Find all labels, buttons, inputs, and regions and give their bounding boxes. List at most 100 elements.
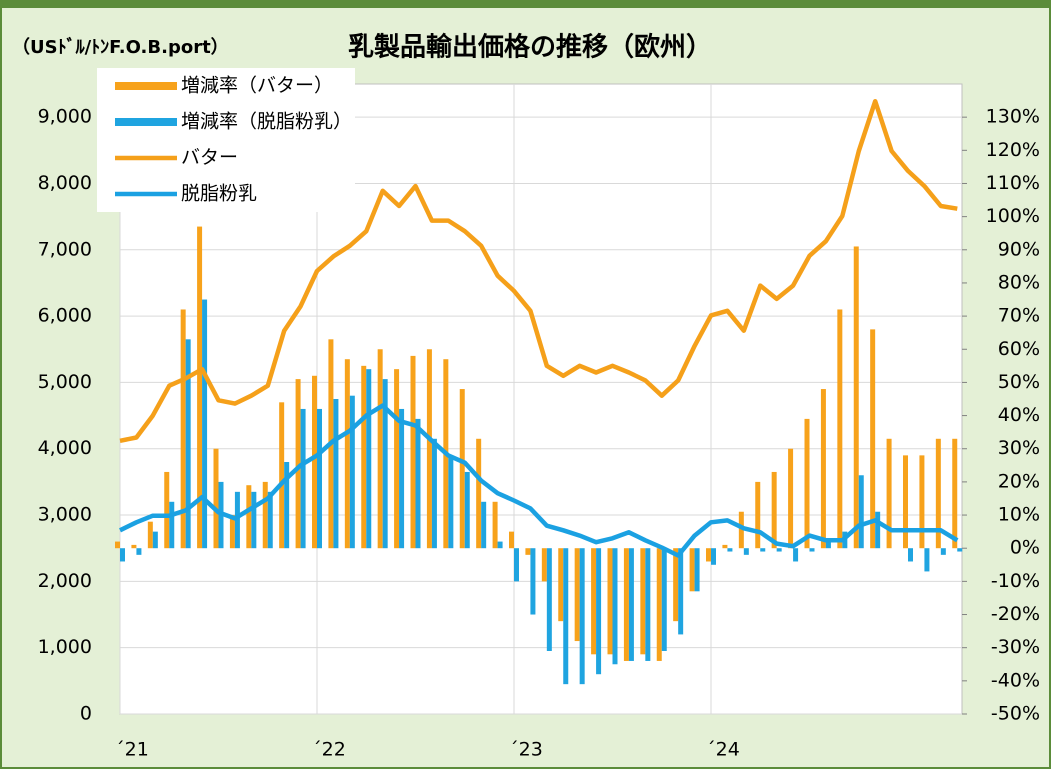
y2-tick-label: 120%	[986, 139, 1040, 161]
bar	[464, 471, 470, 549]
bar	[229, 515, 235, 549]
bar	[706, 548, 711, 562]
bar	[628, 548, 634, 661]
y2-tick-label: 40%	[998, 404, 1040, 426]
bar	[825, 541, 831, 549]
legend-label: 脱脂粉乳	[181, 183, 257, 205]
bar	[591, 548, 597, 655]
bar	[711, 548, 716, 565]
bar	[426, 349, 432, 549]
bar	[771, 471, 777, 549]
bar	[804, 418, 810, 549]
bar	[853, 246, 859, 549]
bar	[492, 501, 498, 549]
y-tick-label: 0	[80, 703, 92, 725]
y2-tick-label: 110%	[986, 172, 1040, 194]
bar	[120, 548, 125, 562]
bar	[246, 485, 252, 549]
y-tick-label: 4,000	[38, 437, 92, 459]
bar	[903, 455, 908, 549]
bar	[382, 379, 388, 549]
bar	[919, 455, 925, 549]
legend-label: 増減率（バター）	[181, 75, 333, 97]
y-tick-label: 1,000	[38, 636, 92, 658]
legend-swatch	[115, 82, 177, 90]
bar	[262, 481, 268, 549]
bar	[300, 408, 306, 549]
bar	[755, 481, 761, 549]
bar	[820, 389, 826, 549]
legend-label: 増減率（脱脂粉乳）	[181, 111, 352, 133]
bar	[415, 418, 421, 549]
bar	[180, 309, 186, 549]
bar	[448, 455, 454, 549]
bar	[136, 548, 142, 555]
bar	[645, 548, 651, 661]
y-tick-label: 5,000	[38, 371, 92, 393]
bar	[607, 548, 613, 655]
y2-tick-label: 10%	[998, 504, 1040, 526]
axes: 0 1,000 2,000 3,000 4,000 5,000 6,000 7,000 8,00…	[38, 106, 1040, 761]
bar	[694, 548, 700, 592]
bar	[558, 548, 564, 622]
bar	[541, 548, 547, 582]
y2-tick-label: 80%	[998, 271, 1040, 293]
top-strip	[0, 0, 1051, 8]
bar	[213, 448, 219, 549]
y2-tick-label: 60%	[998, 338, 1040, 360]
y2-tick-label: 20%	[998, 470, 1040, 492]
bar	[197, 226, 203, 549]
bar	[858, 475, 864, 549]
bar	[284, 462, 290, 549]
bar	[776, 548, 782, 552]
bar	[924, 548, 930, 572]
bar	[476, 438, 482, 549]
y-tick-label: 7,000	[38, 238, 92, 260]
bar	[317, 408, 322, 549]
bar	[689, 548, 695, 592]
bar	[530, 548, 536, 615]
bar	[481, 501, 487, 549]
x-tick-label: ´22	[312, 739, 346, 761]
y2-tick-label: 30%	[998, 437, 1040, 459]
bar	[497, 541, 503, 549]
bar	[509, 531, 514, 549]
bar	[514, 548, 519, 582]
bar	[678, 548, 684, 635]
y2-tick-label: 100%	[986, 205, 1040, 227]
bar	[875, 511, 881, 549]
bar	[623, 548, 629, 661]
y2-tick-label: -10%	[991, 570, 1040, 592]
bar	[596, 548, 602, 675]
bar	[661, 548, 667, 651]
y-tick-label: 3,000	[38, 504, 92, 526]
bar	[563, 548, 569, 685]
bar	[349, 395, 355, 549]
y2-tick-label: -20%	[991, 603, 1040, 625]
x-tick-label: ´23	[509, 739, 543, 761]
bar	[431, 438, 437, 549]
y2-tick-label: 50%	[998, 371, 1040, 393]
bar	[279, 402, 285, 549]
y2-tick-label: -30%	[991, 636, 1040, 658]
bar	[743, 548, 749, 555]
y2-tick-label: 70%	[998, 305, 1040, 327]
bar	[640, 548, 646, 655]
bar	[344, 359, 350, 549]
chart-title: 乳製品輸出価格の推移（欧州）	[348, 32, 712, 63]
bar	[579, 548, 585, 685]
legend-box	[97, 68, 355, 212]
bar	[760, 548, 766, 552]
bar	[251, 491, 257, 549]
bar	[908, 548, 913, 562]
bar	[886, 438, 892, 549]
y2-tick-label: -40%	[991, 669, 1040, 691]
y2-tick-label: 90%	[998, 238, 1040, 260]
bar	[612, 548, 618, 665]
bar	[185, 339, 191, 549]
bar	[957, 548, 963, 552]
x-tick-label: ´24	[706, 739, 740, 761]
line	[119, 98, 958, 444]
bar	[147, 521, 153, 549]
